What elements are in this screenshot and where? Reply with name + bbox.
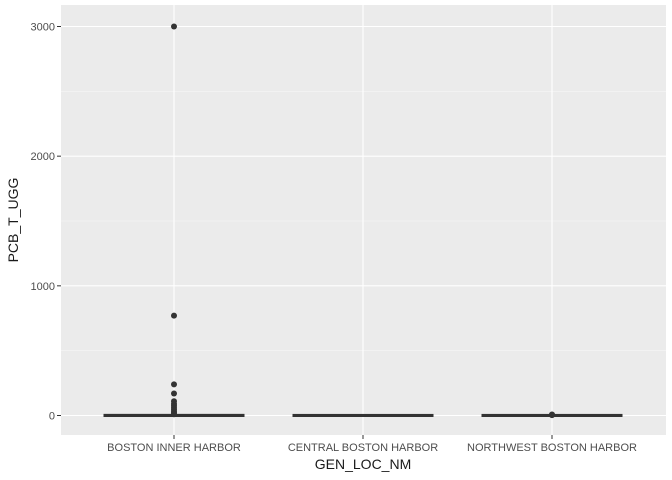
y-tick-label: 0: [49, 411, 55, 423]
x-tick-label: NORTHWEST BOSTON HARBOR: [467, 442, 637, 454]
boxes: [103, 413, 623, 418]
y-axis-ticks: 0 1000 2000 3000: [31, 22, 61, 423]
y-axis-title: PCB_T_UGG: [5, 178, 21, 263]
outlier-points: [171, 23, 555, 419]
outlier-point: [171, 23, 177, 30]
x-axis-title: GEN_LOC_NM: [315, 456, 411, 472]
outlier-point: [549, 412, 555, 419]
x-tick-label: BOSTON INNER HARBOR: [107, 442, 241, 454]
outlier-point: [171, 381, 177, 388]
y-tick-label: 1000: [31, 281, 55, 293]
outlier-point: [171, 312, 177, 319]
outlier-point: [171, 390, 177, 397]
y-tick-label: 3000: [31, 22, 55, 34]
x-tick-label: CENTRAL BOSTON HARBOR: [288, 442, 438, 454]
y-tick-label: 2000: [31, 151, 55, 163]
x-axis-ticks: BOSTON INNER HARBOR CENTRAL BOSTON HARBOR…: [107, 435, 637, 454]
grid-lines: [61, 5, 666, 435]
outlier-point: [171, 411, 177, 418]
